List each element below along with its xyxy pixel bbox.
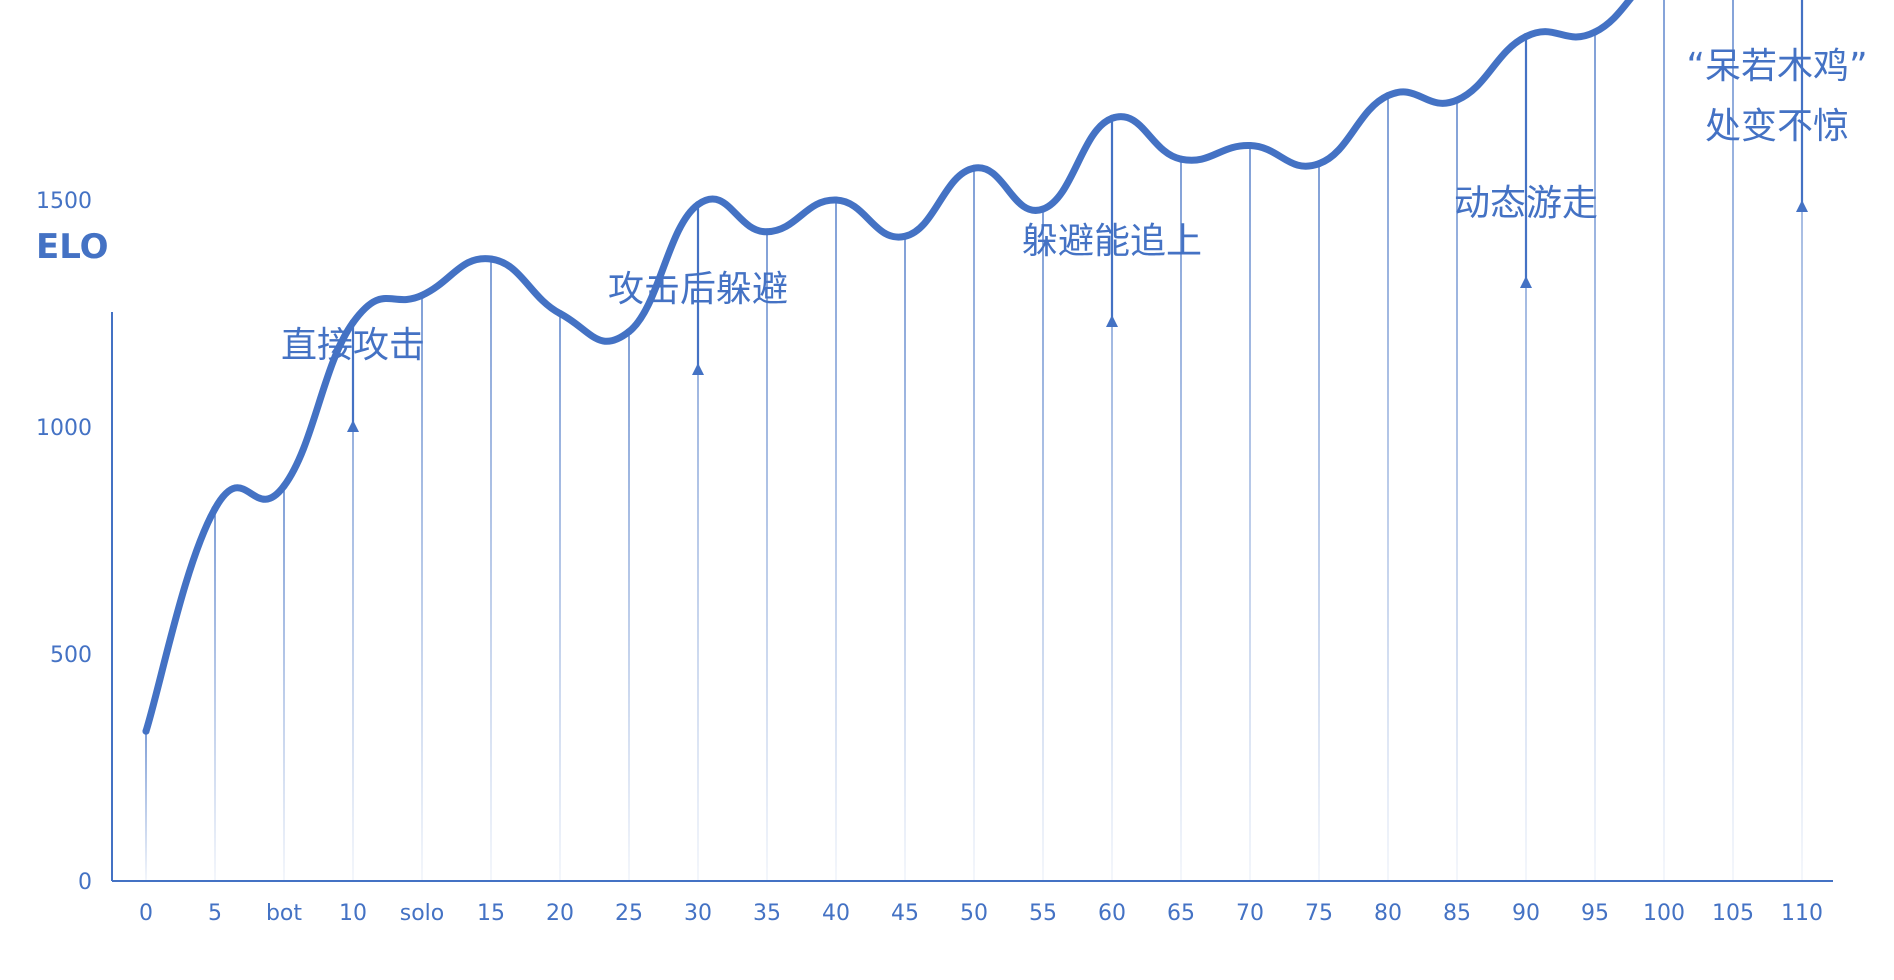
- data-point: [1108, 114, 1116, 122]
- series-layer: [142, 0, 1634, 735]
- x-tick-label: 50: [960, 901, 988, 926]
- drop-line: [1042, 209, 1044, 881]
- drop-line: [421, 295, 423, 882]
- x-tick-label: 10: [339, 901, 367, 926]
- x-tick-label: 55: [1029, 901, 1057, 926]
- data-point: [1522, 33, 1530, 41]
- x-tick-label: 20: [546, 901, 574, 926]
- drop-line: [835, 200, 837, 881]
- data-point: [625, 328, 633, 336]
- x-tick-label: 65: [1167, 901, 1195, 926]
- drop-line: [1525, 36, 1527, 882]
- x-tick-label: 45: [891, 901, 919, 926]
- data-point: [487, 255, 495, 263]
- drop-line: [1318, 163, 1320, 881]
- data-point: [901, 232, 909, 240]
- data-point: [418, 291, 426, 299]
- x-tick-label: 90: [1512, 901, 1540, 926]
- data-point: [1177, 155, 1185, 163]
- y-tick-label: 0: [78, 870, 92, 895]
- data-point: [280, 482, 288, 490]
- data-point: [1591, 28, 1599, 36]
- y-axis-label: ELO: [36, 227, 109, 267]
- x-tick-label: 25: [615, 901, 643, 926]
- data-point: [1246, 142, 1254, 150]
- annotation-label: 躲避能追上: [1022, 221, 1202, 262]
- drop-line: [904, 236, 906, 881]
- annotation-label: “呆若木鸡”: [1686, 46, 1867, 87]
- data-point: [694, 201, 702, 209]
- x-tick-label: 30: [684, 901, 712, 926]
- x-tick-label: 75: [1305, 901, 1333, 926]
- x-tick-label: 105: [1712, 901, 1754, 926]
- annotation-arrowhead: [1106, 315, 1118, 327]
- annotation-arrowhead: [1796, 200, 1808, 212]
- drop-line: [1594, 32, 1596, 881]
- drop-line: [1387, 95, 1389, 881]
- x-tick-label: 85: [1443, 901, 1471, 926]
- drop-line: [559, 313, 561, 881]
- drop-line: [1180, 159, 1182, 881]
- data-point: [763, 228, 771, 236]
- annotation-label: 处变不惊: [1705, 106, 1849, 147]
- data-point: [349, 319, 357, 327]
- annotation-arrowhead: [347, 420, 359, 432]
- series-line: [142, 0, 1634, 735]
- drop-line: [1732, 0, 1734, 881]
- annotation-arrowhead: [692, 363, 704, 375]
- data-point: [1453, 96, 1461, 104]
- drop-line: [1663, 0, 1665, 881]
- drop-line: [628, 331, 630, 881]
- annotation-label: 动态游走: [1454, 183, 1598, 224]
- x-tick-label: 5: [208, 901, 222, 926]
- annotation-arrows: [347, 0, 1808, 432]
- drop-line: [214, 508, 216, 881]
- drop-line: [1111, 118, 1113, 881]
- y-tick-label: 1500: [36, 189, 92, 214]
- data-point: [832, 196, 840, 204]
- x-tick-label: 40: [822, 901, 850, 926]
- drop-line: [283, 486, 285, 881]
- x-tick-label: 35: [753, 901, 781, 926]
- annotation-arrowhead: [1520, 276, 1532, 288]
- drop-line: [1249, 145, 1251, 881]
- data-point: [142, 727, 150, 735]
- axes: [111, 312, 1833, 882]
- drop-line: [697, 204, 699, 882]
- y-tick-label: 500: [50, 643, 92, 668]
- x-tick-label: 70: [1236, 901, 1264, 926]
- data-point: [1384, 92, 1392, 100]
- data-point: [556, 310, 564, 317]
- x-tick-label: 110: [1781, 901, 1823, 926]
- x-tick-label: 15: [477, 901, 505, 926]
- annotation-label: 攻击后躲避: [608, 269, 788, 310]
- x-tick-label: solo: [400, 901, 445, 926]
- drop-line: [1801, 0, 1803, 881]
- x-tick-label: 100: [1643, 901, 1685, 926]
- data-point: [1315, 160, 1323, 168]
- x-tick-label: bot: [266, 901, 302, 926]
- drop-line: [1456, 100, 1458, 882]
- drop-line: [352, 322, 354, 882]
- x-tick-label: 0: [139, 901, 153, 926]
- drop-line: [490, 259, 492, 881]
- data-point: [970, 164, 978, 172]
- x-tick-label: 80: [1374, 901, 1402, 926]
- drop-lines: [145, 0, 1803, 882]
- drop-line: [766, 231, 768, 881]
- text-layer: 直接攻击攻击后躲避躲避能追上动态游走“呆若木鸡”处变不惊050010001500…: [36, 46, 1868, 926]
- x-tick-label: 60: [1098, 901, 1126, 926]
- x-tick-label: 95: [1581, 901, 1609, 926]
- annotation-label: 直接攻击: [281, 325, 425, 366]
- drop-line: [973, 168, 975, 882]
- data-point: [211, 505, 219, 513]
- y-tick-label: 1000: [36, 416, 92, 441]
- drop-line: [145, 731, 147, 881]
- data-point: [1039, 205, 1047, 213]
